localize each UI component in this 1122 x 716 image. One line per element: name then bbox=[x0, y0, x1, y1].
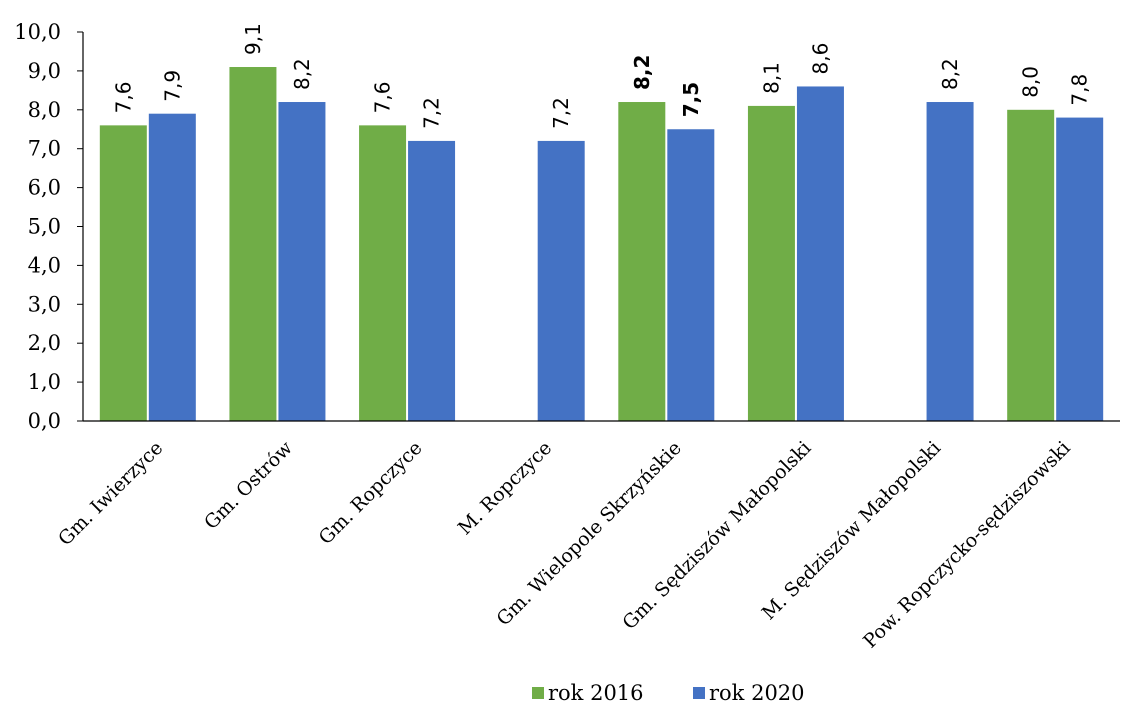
legend-swatch bbox=[693, 687, 705, 699]
bar-2016 bbox=[747, 105, 795, 421]
bar-2016 bbox=[99, 125, 147, 422]
bar-2020 bbox=[796, 86, 844, 422]
data-label: 7,2 bbox=[420, 97, 444, 129]
bars bbox=[99, 67, 1104, 422]
y-tick-label: 10,0 bbox=[14, 20, 61, 44]
bar-2016 bbox=[618, 102, 666, 422]
legend-label: rok 2016 bbox=[548, 681, 644, 705]
x-axis: Gm. Iwierzyce Gm. Ostrów Gm. Ropczyce M. Ro… bbox=[54, 420, 1120, 653]
y-tick-label: 0,0 bbox=[28, 409, 61, 433]
x-tick-label: Gm. Ropczyce bbox=[315, 437, 427, 549]
data-label: 8,2 bbox=[630, 55, 654, 90]
y-tick-label: 2,0 bbox=[28, 331, 61, 355]
data-label: 8,0 bbox=[1019, 66, 1043, 98]
y-tick-label: 9,0 bbox=[28, 59, 61, 83]
data-label: 8,6 bbox=[808, 43, 832, 75]
y-tick-label: 3,0 bbox=[28, 292, 61, 316]
legend-label: rok 2020 bbox=[709, 681, 805, 705]
y-tick-label: 4,0 bbox=[28, 253, 61, 277]
value-labels: 7,6 7,9 9,1 8,2 7,6 7,2 7,2 8,2 7,5 8,1 8,6 8,2 8,0 7… bbox=[111, 23, 1091, 129]
y-tick-label: 1,0 bbox=[28, 370, 61, 394]
y-axis: 0,0 1,0 2,0 3,0 4,0 5,0 6,0 7,0 8,0 9,0 10,0 bbox=[14, 20, 84, 433]
data-label: 8,1 bbox=[759, 62, 783, 94]
legend: rok 2016 rok 2020 bbox=[532, 681, 805, 705]
data-label: 7,2 bbox=[549, 97, 573, 129]
bar-2016 bbox=[229, 67, 277, 421]
y-tick-label: 8,0 bbox=[28, 98, 61, 122]
y-tick-label: 7,0 bbox=[28, 137, 61, 161]
bar-2020 bbox=[408, 140, 456, 422]
bar-2016 bbox=[1007, 109, 1055, 422]
data-label: 7,8 bbox=[1068, 74, 1092, 106]
x-tick-label: Gm. Ostrów bbox=[200, 436, 297, 533]
y-tick-label: 6,0 bbox=[28, 176, 61, 200]
legend-swatch bbox=[532, 687, 544, 699]
bar-2020 bbox=[537, 140, 585, 422]
y-tick-label: 5,0 bbox=[28, 215, 61, 239]
data-label: 7,6 bbox=[111, 82, 135, 114]
data-label: 8,2 bbox=[938, 58, 962, 90]
data-label: 8,2 bbox=[290, 58, 314, 90]
bar-2020 bbox=[148, 113, 196, 421]
bar-2020 bbox=[926, 102, 974, 422]
bar-2020 bbox=[667, 129, 715, 421]
x-tick-label: Pow. Ropczycko-sędziszowski bbox=[859, 437, 1075, 653]
bar-2016 bbox=[359, 125, 407, 422]
bar-2020 bbox=[278, 102, 326, 422]
x-tick-label: M. Ropczyce bbox=[454, 437, 556, 539]
data-label: 7,6 bbox=[371, 82, 395, 114]
x-tick-label: Gm. Iwierzyce bbox=[54, 437, 167, 550]
data-label: 7,5 bbox=[679, 82, 703, 117]
bar-2020 bbox=[1056, 117, 1104, 421]
data-label: 9,1 bbox=[241, 23, 265, 55]
data-label: 7,9 bbox=[160, 70, 184, 102]
